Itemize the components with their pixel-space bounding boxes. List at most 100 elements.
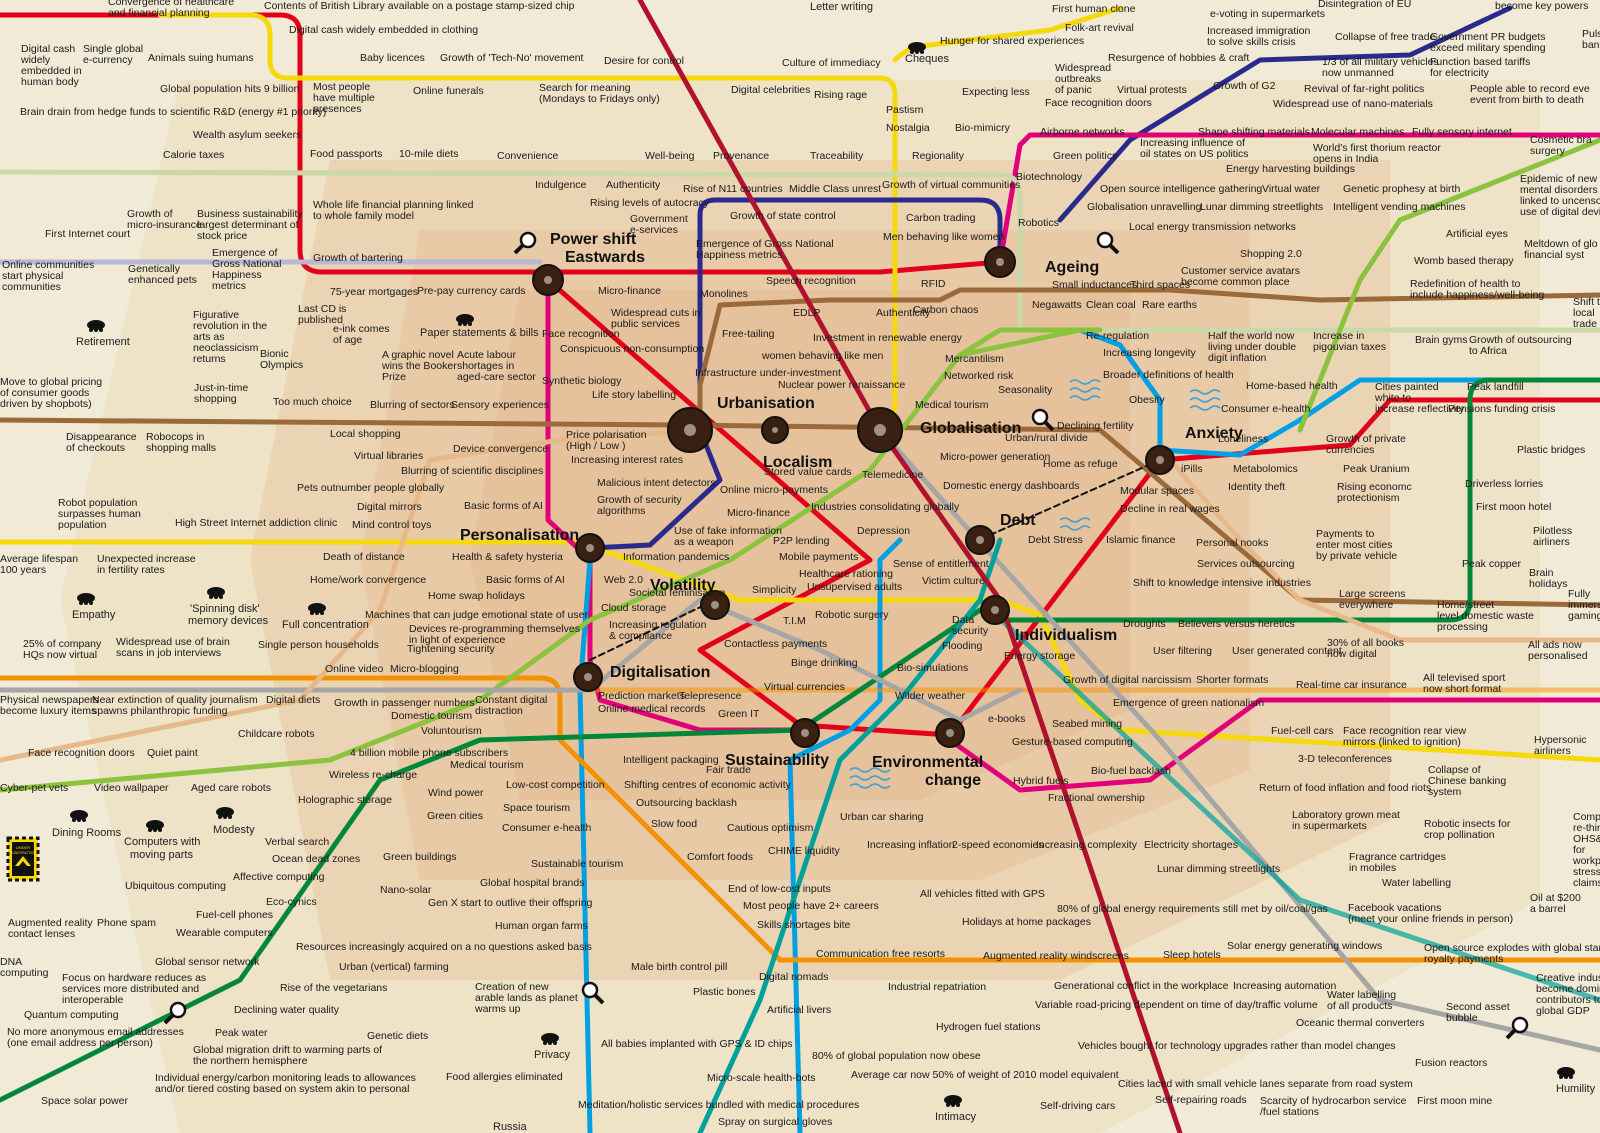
station-s267: 4 billion mobile phone subscribers	[350, 747, 508, 759]
station-label: Slow food	[651, 818, 697, 830]
badge-line-1: UNDER	[16, 845, 30, 850]
station-label-line: Hybrid fuels	[1013, 775, 1068, 787]
station-s245: Near extinction of quality journalism spa…	[92, 694, 258, 717]
station-s130: Broader definitions of health	[1103, 369, 1234, 381]
station-label: Synthetic biology	[542, 375, 622, 387]
station-label: Holographic storage	[298, 794, 392, 806]
station-label-line: Holidays at home packages	[962, 916, 1091, 928]
station-label-line: Womb based therapy	[1414, 255, 1514, 267]
station-label: Sense of entitlement	[893, 558, 989, 570]
line-teal-2	[977, 597, 1600, 1003]
station-label-line: 100 years	[0, 564, 46, 576]
station-label-line: User generated content	[1232, 645, 1342, 657]
station-label: Increasing longevity	[1103, 347, 1197, 359]
station-s123: Acute labour shortages in aged-care sector	[457, 349, 536, 383]
station-s254: Domestic tourism	[391, 710, 472, 722]
station-s286: Space tourism	[503, 802, 570, 814]
station-s129: Networked risk	[944, 370, 1014, 382]
station-label-line: T.I.M	[783, 615, 806, 627]
station-label: Bio-simulations	[897, 662, 968, 674]
station-label: Calorie taxes	[163, 149, 224, 161]
station-label-line: e-voting in supermarkets	[1210, 8, 1325, 20]
station-label: End of low-cost inputs	[728, 883, 831, 895]
station-s326: Wearable computers	[176, 927, 273, 939]
station-label-line: Networked risk	[944, 370, 1014, 382]
station-s62: Growth of virtual communities	[882, 179, 1020, 191]
station-label-line: Resurgence of hobbies & craft	[1108, 52, 1249, 64]
station-s144: Consumer e-health	[1221, 403, 1310, 415]
station-label-line: to solve skills crisis	[1207, 36, 1296, 48]
station-s173: Modular spaces	[1120, 485, 1194, 497]
station-s132: Just-in-time shopping	[194, 382, 248, 405]
station-label-line: Synthetic biology	[542, 375, 622, 387]
station-label-line: Phone spam	[97, 917, 156, 929]
station-label-line: of consumer goods	[0, 387, 89, 399]
station-label: Infrastructure under-investment	[695, 367, 841, 379]
station-s315: Gen X start to outlive their offspring	[428, 897, 593, 909]
station-label-line: Loneliness	[1218, 433, 1268, 445]
station-label-line: as a weapon	[674, 536, 734, 548]
station-label-line: Urban (vertical) farming	[339, 961, 449, 973]
station-s20: Resurgence of hobbies & craft	[1108, 52, 1249, 64]
station-label-line: Droughts	[1123, 618, 1166, 630]
station-label: Shopping 2.0	[1240, 248, 1302, 260]
station-label-line: Basic forms of AI	[486, 574, 565, 586]
station-s353: Oceanic thermal converters	[1296, 1017, 1424, 1029]
station-label-line: Shopping 2.0	[1240, 248, 1302, 260]
station-label-line: Face recognition doors	[1045, 97, 1152, 109]
station-label: Third spaces	[1130, 279, 1190, 291]
station-label: Rising levels of autocracy	[590, 197, 710, 209]
station-s19: Hunger for shared experiences	[940, 35, 1084, 47]
station-label-line: Food allergies eliminated	[446, 1071, 563, 1083]
line-red-diag	[637, 0, 1183, 1133]
station-label: Artificial eyes	[1446, 228, 1508, 240]
station-label-line: shopping	[194, 393, 237, 405]
station-label: Video wallpaper	[94, 782, 169, 794]
station-label: Increasing regulation & compliance	[609, 619, 707, 642]
station-label-line: scans in job interviews	[116, 647, 221, 659]
station-label-line: Obesity	[1129, 394, 1165, 406]
station-label-line: Skills shortages bite	[757, 919, 851, 931]
station-label-line: Death of distance	[323, 551, 405, 563]
station-s124: Conspicuous non-consumption	[560, 343, 704, 355]
station-label: Shifting centres of economic activity	[624, 779, 792, 791]
station-label: Womb based therapy	[1414, 255, 1514, 267]
station-label-line: Nuclear power renaissance	[778, 379, 905, 391]
station-label-line: Virtual libraries	[354, 450, 423, 462]
station-s305: Affective computing	[233, 871, 325, 883]
station-label: Droughts	[1123, 618, 1166, 630]
hub-urbanisation-label: Urbanisation	[717, 395, 815, 412]
station-label-line: by private vehicle	[1316, 550, 1397, 562]
station-label: Disintegration of EU	[1318, 0, 1411, 10]
station-label-line: Quiet paint	[147, 747, 198, 759]
station-s193: Brain holidays	[1529, 567, 1568, 590]
magnifier-icon	[1031, 408, 1055, 432]
station-label: Contactless payments	[724, 638, 827, 650]
station-label-line: Childcare robots	[238, 728, 314, 740]
station-s23: Global population hits 9 billion	[160, 83, 300, 95]
station-s233: Binge drinking	[791, 657, 858, 669]
station-s228: Flooding	[942, 640, 982, 652]
station-label: 4 billion mobile phone subscribers	[350, 747, 508, 759]
station-s154: Growth of private currencies	[1326, 433, 1406, 456]
station-label-line: Robotic surgery	[815, 609, 889, 621]
station-s207: Victim culture	[922, 575, 985, 587]
station-label: 1/3 of all military vehicles now unmanned	[1322, 56, 1439, 79]
station-label: Bio-fuel backlash	[1091, 765, 1171, 777]
station-label: Growth of bartering	[313, 252, 403, 264]
station-label-line: spawns philanthropic funding	[92, 705, 228, 717]
station-label: People able to record eve event from birt…	[1470, 83, 1590, 106]
station-label: Increasing inflation	[867, 839, 955, 851]
station-label-line: Acute labour	[457, 349, 516, 361]
line-grey	[0, 597, 1023, 723]
station-label-line: Laboratory grown meat	[1292, 809, 1400, 821]
station-s147: Declining fertility	[1057, 420, 1134, 432]
station-label-line: Figurative	[193, 309, 239, 321]
under-construction-badge: UNDER CONSTRUCTION	[6, 836, 40, 882]
station-label: Rise of N11 countries	[683, 183, 783, 195]
station-label-line: Micro-blogging	[390, 663, 459, 675]
hub-anxiety-label: Anxiety	[1185, 425, 1243, 442]
station-s244: Physical newspapers become luxury items	[0, 694, 99, 717]
station-label: Plastic bones	[693, 986, 755, 998]
